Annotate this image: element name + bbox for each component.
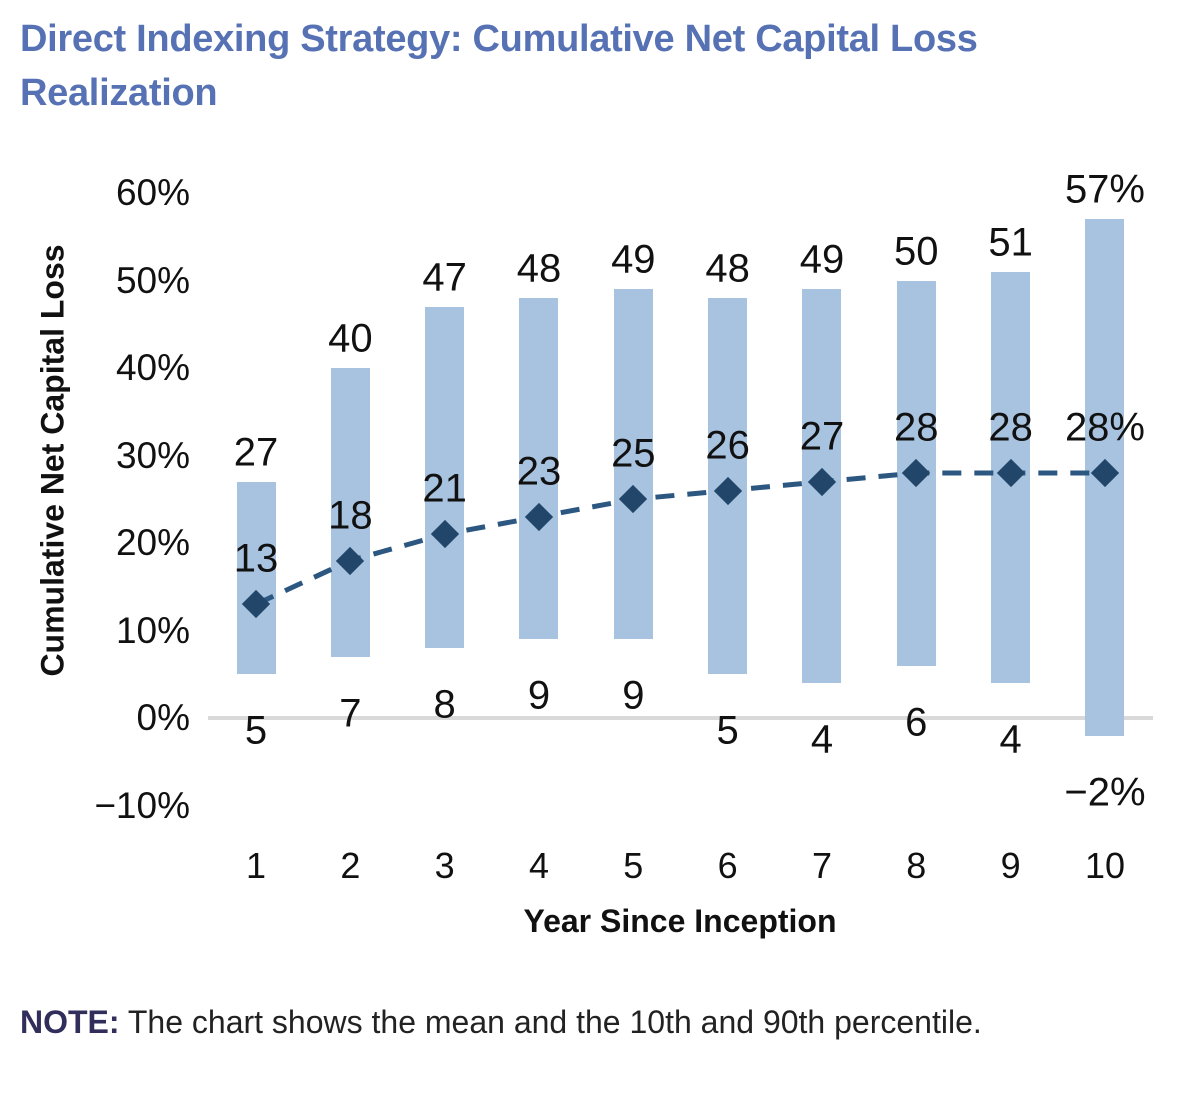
- bar-top-label: 57%: [1064, 167, 1145, 212]
- mean-label: 28: [894, 405, 939, 450]
- chart-title-line-1: Direct Indexing Strategy: Cumulative Net…: [20, 18, 978, 60]
- x-tick-label: 10: [1084, 845, 1125, 886]
- y-tick-label: 0%: [136, 697, 190, 738]
- mean-label: 23: [516, 449, 562, 494]
- x-tick-label: 4: [528, 845, 549, 886]
- bar-top-label: 48: [705, 246, 750, 291]
- x-tick-label: 9: [1000, 845, 1021, 886]
- bar-bottom-label: 7: [339, 691, 362, 736]
- x-tick-label: 7: [811, 845, 832, 886]
- bar-top-label: 49: [611, 237, 656, 282]
- x-tick-label: 3: [434, 845, 455, 886]
- x-tick-label: 1: [245, 845, 267, 886]
- x-tick-label: 2: [340, 845, 361, 886]
- chart-title: Direct Indexing Strategy: Cumulative Net…: [20, 12, 1180, 120]
- bar-bottom-label: 8: [433, 682, 456, 727]
- chart-note: NOTE: The chart shows the mean and the 1…: [20, 998, 1050, 1046]
- mean-label: 18: [328, 493, 373, 537]
- mean-label: 25: [611, 431, 656, 476]
- y-tick-label: 60%: [115, 172, 190, 213]
- bar-bottom-label: −2%: [1064, 770, 1146, 814]
- bar-bottom-label: 5: [244, 708, 268, 753]
- mean-label: 21: [422, 466, 467, 511]
- zero-gridline: [208, 716, 1153, 720]
- bar-top-label: 51: [988, 220, 1033, 265]
- y-tick-label: −10%: [94, 784, 190, 826]
- bar-top-label: 50: [894, 229, 939, 273]
- y-tick-label: 40%: [115, 347, 190, 388]
- range-bar: [613, 289, 653, 640]
- bar-top-label: 27: [233, 430, 279, 475]
- chart-title-line-2: Realization: [20, 72, 218, 114]
- bar-bottom-label: 9: [622, 673, 645, 718]
- y-tick-label: 50%: [115, 259, 190, 301]
- x-tick-label: 5: [623, 845, 644, 886]
- y-tick-label: 10%: [115, 609, 190, 651]
- mean-label: 13: [233, 536, 279, 581]
- bar-bottom-label: 9: [527, 673, 551, 718]
- mean-label: 26: [705, 423, 750, 467]
- range-bar: [236, 481, 276, 675]
- bar-bottom-label: 5: [716, 708, 739, 753]
- bar-bottom-label: 4: [999, 717, 1022, 762]
- note-prefix: NOTE:: [20, 1004, 120, 1040]
- bar-bottom-label: 4: [810, 717, 834, 762]
- mean-label: 28%: [1064, 405, 1145, 450]
- bar-bottom-label: 6: [905, 700, 928, 744]
- y-tick-label: 20%: [115, 522, 190, 563]
- range-bar: [425, 306, 465, 648]
- bar-top-label: 49: [799, 237, 845, 282]
- y-tick-label: 30%: [115, 434, 190, 476]
- range-bar: [519, 298, 559, 640]
- mean-label: 27: [799, 414, 845, 459]
- bar-top-label: 47: [422, 255, 467, 300]
- x-tick-label: 8: [906, 845, 927, 886]
- note-text: The chart shows the mean and the 10th an…: [127, 1004, 982, 1040]
- bar-top-label: 40: [328, 316, 373, 361]
- mean-label: 28: [988, 405, 1033, 450]
- x-tick-label: 6: [717, 845, 738, 886]
- range-bar: [330, 368, 370, 657]
- bar-top-label: 48: [516, 246, 562, 291]
- x-axis-title: Year Since Inception: [523, 903, 837, 939]
